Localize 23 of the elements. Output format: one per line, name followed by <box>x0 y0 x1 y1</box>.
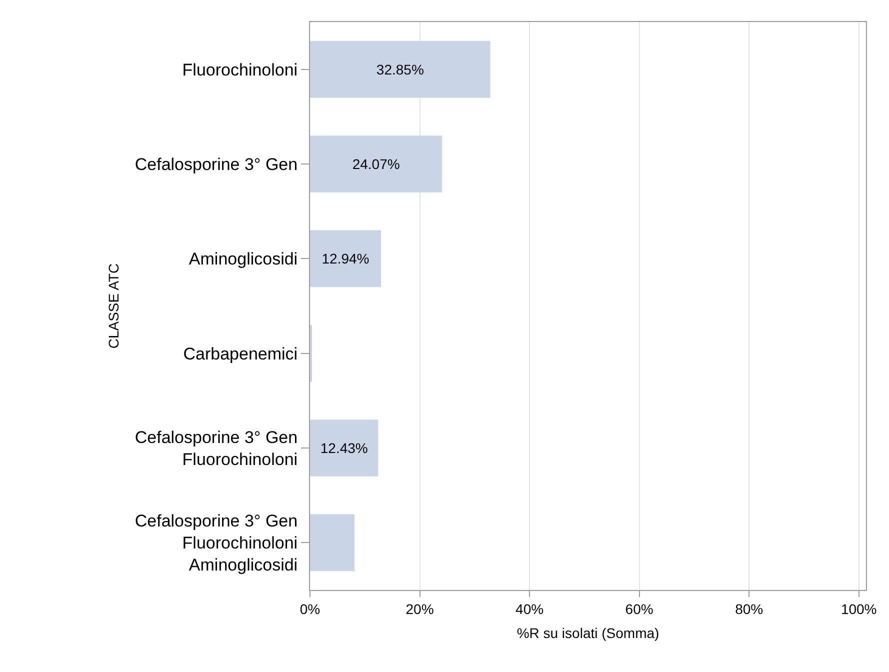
data-label: 12.43% <box>320 440 368 456</box>
y-axis-title: CLASSE ATC <box>105 263 122 349</box>
bar <box>310 230 382 288</box>
y-tick-label: Aminoglicosidi <box>188 250 298 269</box>
data-label: 32.85% <box>376 61 424 78</box>
x-tick-label: 60% <box>625 600 654 617</box>
y-tick-label: Fluorochinoloni <box>182 60 298 80</box>
bar <box>310 136 442 192</box>
bar <box>310 420 378 476</box>
x-tick-label: 0% <box>300 600 320 617</box>
x-axis-title: %R su isolati (Somma) <box>516 625 660 642</box>
y-tick-label: Cefalosporine 3° Gen Fluorochinoloni <box>134 428 298 469</box>
y-tick-label: Cefalosporine 3° Gen Fluorochinoloni Aminoglicosidi <box>134 512 298 575</box>
x-tick-label: 20% <box>406 600 434 617</box>
y-tick-label: Cefalosporine 3° Gen <box>134 154 298 174</box>
data-label: 24.07% <box>352 156 400 172</box>
x-tick-label: 100% <box>840 600 877 617</box>
bar <box>310 40 490 98</box>
y-tick-label: Carbapenemici <box>183 344 298 364</box>
bar <box>310 514 354 572</box>
data-label: 12.94% <box>322 250 370 267</box>
x-tick-label: 40% <box>516 600 544 617</box>
x-tick-label: 80% <box>735 600 764 617</box>
